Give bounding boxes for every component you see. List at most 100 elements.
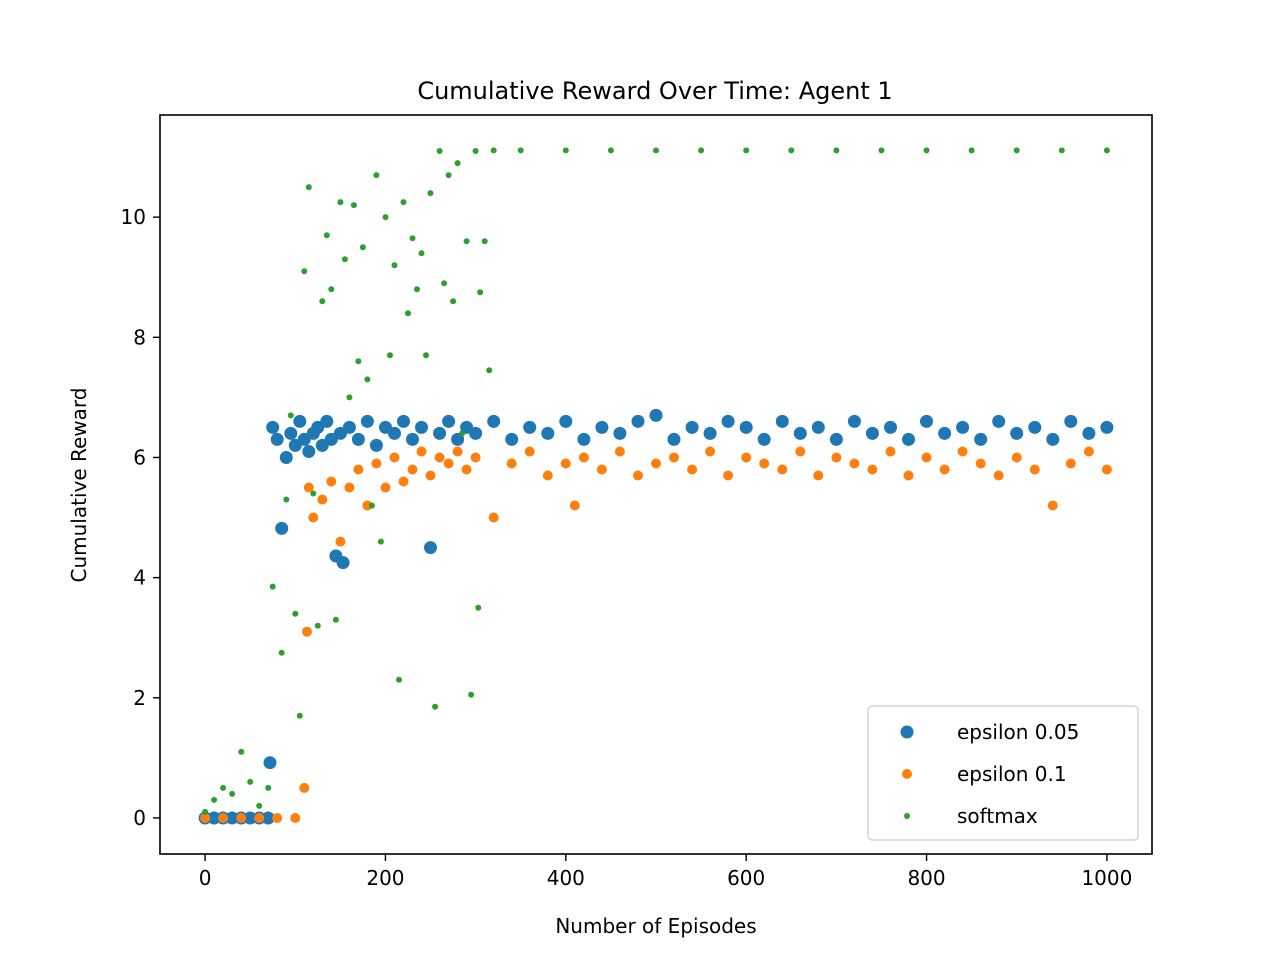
x-tick-label-3: 600	[727, 866, 765, 890]
series-2-point-68	[968, 147, 975, 154]
series-1-point-14	[353, 464, 364, 475]
series-0-point-34	[415, 420, 428, 434]
x-axis-label: Number of Episodes	[555, 914, 756, 938]
series-1-point-52	[903, 470, 914, 481]
series-0-point-41	[487, 414, 501, 428]
series-0-point-62	[865, 426, 879, 440]
series-2-point-41	[423, 352, 429, 359]
series-2-point-13	[296, 712, 303, 719]
series-0-point-51	[667, 432, 681, 446]
series-1-point-58	[1011, 452, 1022, 463]
series-1-point-24	[443, 458, 454, 469]
series-2-point-46	[445, 172, 452, 179]
series-2-point-20	[328, 286, 335, 293]
series-2-point-9	[278, 649, 285, 656]
series-0-point-8	[263, 756, 277, 770]
series-0-point-59	[811, 420, 825, 434]
series-1-point-27	[470, 452, 481, 463]
series-1-point-56	[975, 458, 986, 469]
series-1-point-48	[831, 452, 842, 463]
series-2-point-63	[743, 147, 750, 154]
series-0-point-49	[631, 414, 645, 428]
series-0-point-68	[974, 432, 988, 446]
series-2-point-21	[332, 616, 339, 623]
series-0-point-7	[261, 811, 275, 825]
series-2-point-32	[382, 214, 389, 221]
legend-label-2: softmax	[957, 804, 1038, 828]
series-0-point-37	[442, 414, 456, 428]
series-1-point-16	[371, 458, 382, 469]
series-0-point-57	[775, 414, 789, 428]
series-1-point-51	[885, 446, 896, 457]
series-1-point-47	[813, 470, 824, 481]
series-2-point-49	[459, 430, 466, 437]
legend-marker-1	[902, 769, 912, 779]
series-2-point-35	[396, 676, 402, 683]
y-axis-label: Cumulative Reward	[67, 388, 91, 583]
series-1-point-10	[317, 494, 328, 505]
series-2-point-45	[441, 280, 448, 287]
series-0-point-60	[829, 432, 843, 446]
series-1-point-46	[795, 446, 806, 457]
series-2-point-69	[1013, 147, 1020, 154]
series-2	[202, 147, 1110, 815]
series-0-point-54	[721, 414, 735, 428]
series-2-point-29	[368, 502, 375, 509]
series-0-point-27	[351, 432, 365, 446]
series-0-point-58	[793, 426, 807, 440]
series-2-point-70	[1058, 147, 1065, 154]
series-0-point-35	[424, 541, 437, 555]
series-1	[200, 446, 1112, 823]
series-2-point-42	[427, 190, 434, 197]
series-1-point-53	[921, 452, 932, 463]
series-1-point-15	[362, 500, 373, 511]
series-0-point-12	[279, 451, 293, 464]
x-tick-label-2: 400	[547, 866, 585, 890]
series-0-point-11	[275, 521, 289, 535]
series-2-point-44	[436, 148, 443, 154]
series-1-point-54	[939, 464, 950, 475]
series-0-point-43	[523, 420, 537, 434]
series-2-point-58	[517, 147, 524, 154]
series-2-point-2	[220, 784, 227, 791]
y-tick-label-2: 4	[133, 566, 146, 590]
series-2-point-56	[486, 367, 493, 374]
series-0-point-48	[613, 426, 627, 440]
series-1-point-6	[299, 782, 310, 793]
series-1-point-61	[1065, 458, 1076, 469]
series-0-point-50	[649, 408, 663, 422]
series-2-point-52	[472, 148, 479, 154]
series-0-point-70	[1010, 426, 1024, 440]
series-2-point-53	[475, 604, 482, 611]
series-1-point-20	[407, 464, 418, 475]
series-2-point-18	[319, 298, 326, 305]
series-0-point-65	[920, 414, 933, 428]
series-1-point-33	[569, 500, 580, 511]
series-2-point-3	[229, 790, 236, 797]
x-axis-ticks: 0 200 400 600 800 1000	[199, 854, 1132, 890]
series-0-point-46	[577, 432, 591, 446]
series-1-point-23	[434, 452, 445, 463]
series-0-point-75	[1100, 420, 1114, 434]
series-2-point-0	[202, 808, 209, 815]
series-0-point-44	[541, 426, 555, 440]
series-1-point-38	[651, 458, 661, 469]
series-1-point-37	[633, 470, 643, 481]
series-0-point-56	[757, 432, 771, 446]
series-0-point-63	[884, 420, 897, 434]
series-1-point-28	[488, 512, 499, 523]
series-1-point-12	[335, 536, 346, 547]
series-1-point-43	[741, 452, 752, 463]
series-1-point-50	[867, 464, 878, 475]
series-1-point-7	[302, 626, 312, 637]
series-2-point-65	[833, 147, 840, 154]
y-axis-ticks: 0 2 4 6 8 10	[121, 205, 160, 830]
series-2-point-61	[653, 147, 659, 154]
legend-label-0: epsilon 0.05	[957, 720, 1079, 744]
series-0-point-36	[433, 426, 447, 440]
series-0-point-69	[992, 414, 1006, 428]
series-0-point-5	[243, 811, 257, 825]
series-2-point-50	[463, 238, 470, 245]
series-1-point-1	[218, 813, 229, 823]
